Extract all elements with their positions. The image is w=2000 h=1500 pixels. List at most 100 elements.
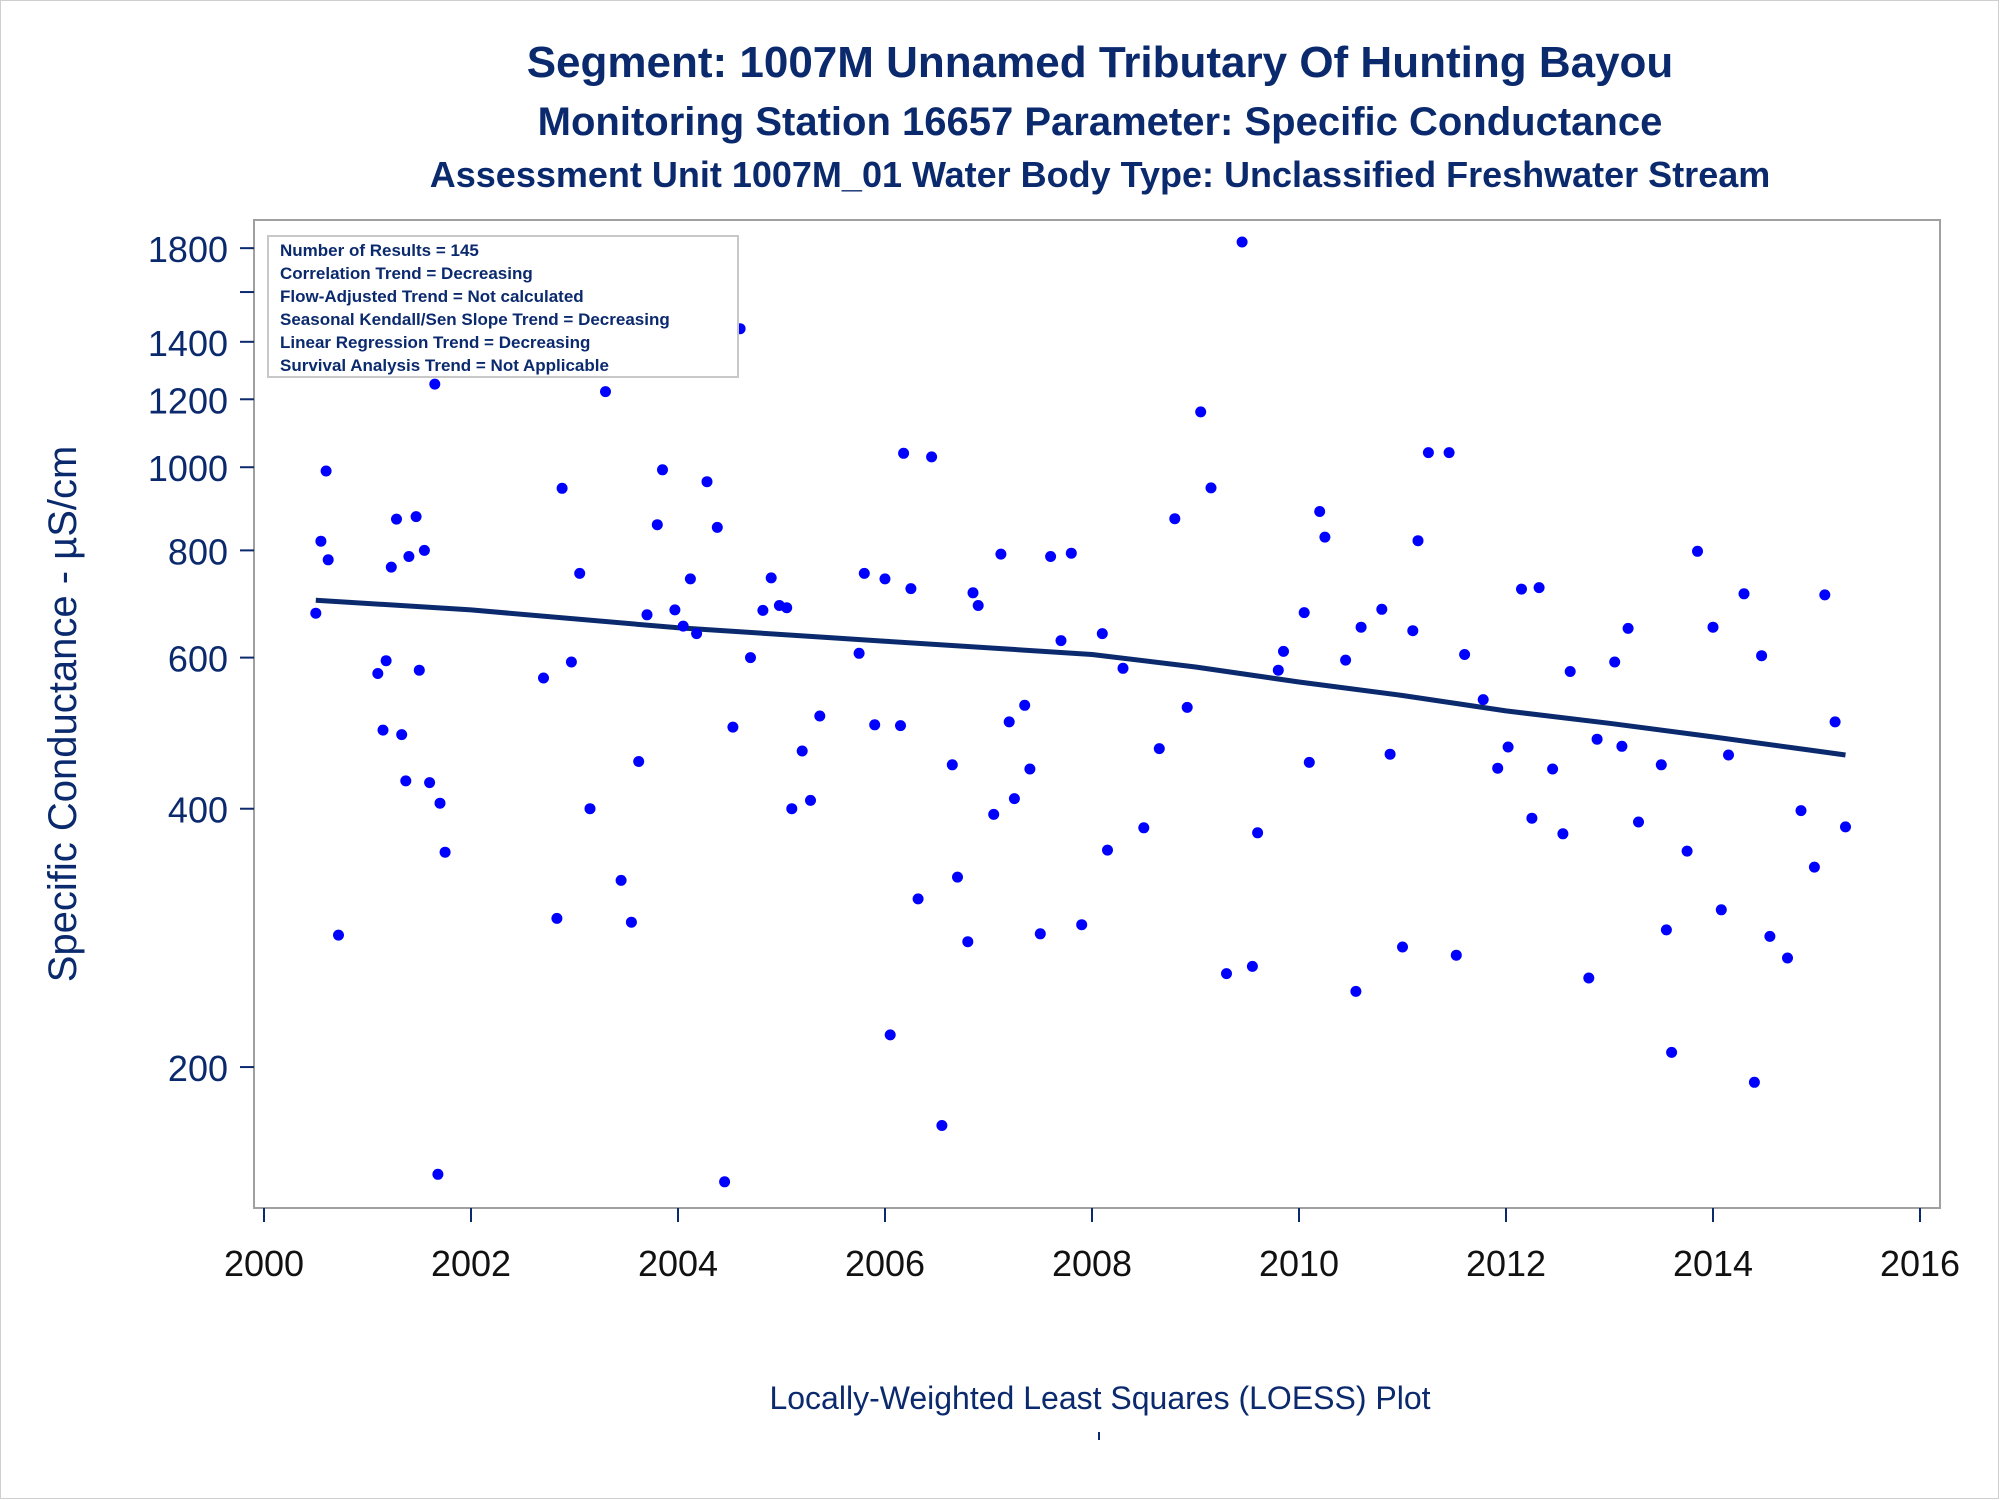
- data-point: [898, 447, 910, 459]
- data-point: [1096, 628, 1108, 640]
- y-tick-label: 800: [168, 531, 228, 572]
- chart-subtitle: Monitoring Station 16657 Parameter: Spec…: [537, 100, 1663, 144]
- data-point: [1666, 1046, 1678, 1058]
- trend-summary-frame: [267, 235, 739, 378]
- data-point: [633, 756, 645, 767]
- x-tick-label: 2016: [1880, 1243, 1960, 1284]
- data-point: [853, 647, 865, 659]
- data-point: [1055, 635, 1067, 647]
- data-point: [391, 513, 402, 525]
- data-point: [995, 548, 1007, 560]
- data-point: [413, 664, 425, 676]
- y-tick-label: 600: [168, 639, 228, 680]
- x-tick-label: 2010: [1259, 1243, 1339, 1284]
- data-point: [1384, 748, 1396, 760]
- data-point: [1547, 763, 1559, 775]
- x-tick-label: 2006: [845, 1243, 925, 1284]
- data-point: [1681, 845, 1693, 857]
- data-point: [905, 583, 917, 595]
- data-point: [320, 465, 332, 477]
- data-point: [434, 797, 446, 809]
- data-point: [1298, 607, 1310, 619]
- data-point: [538, 672, 549, 684]
- data-point: [1715, 904, 1727, 916]
- data-point: [1819, 589, 1831, 601]
- data-point: [858, 567, 870, 579]
- data-point: [372, 668, 384, 679]
- data-point: [615, 874, 627, 886]
- data-point: [410, 511, 422, 523]
- chart-title: Segment: 1007M Unnamed Tributary Of Hunt…: [526, 38, 1674, 87]
- x-axis: 2000 2002 2004 2006 2008 2010 2012 2014 2016: [224, 1208, 1960, 1284]
- data-point: [967, 587, 979, 599]
- data-point: [1764, 930, 1776, 942]
- data-point: [1205, 482, 1217, 494]
- x-tick-label: 2012: [1466, 1243, 1546, 1284]
- data-point: [786, 803, 798, 815]
- data-point: [1045, 551, 1057, 562]
- data-point: [869, 719, 881, 731]
- data-point: [745, 652, 756, 664]
- data-point: [1153, 743, 1165, 755]
- data-point: [1748, 1076, 1760, 1088]
- trend-summary-line: Flow-Adjusted Trend = Not calculated: [280, 287, 584, 306]
- trend-summary-box: Number of Results = 145 Correlation Trend…: [267, 235, 739, 378]
- data-point: [432, 1168, 444, 1180]
- data-point: [1319, 531, 1331, 543]
- data-point: [719, 1176, 731, 1188]
- data-point: [962, 936, 974, 948]
- data-point: [1181, 701, 1193, 713]
- data-point: [1065, 547, 1077, 559]
- data-point: [1516, 583, 1527, 595]
- data-point: [757, 604, 769, 616]
- trend-summary-line: Seasonal Kendall/Sen Slope Trend = Decre…: [280, 310, 670, 329]
- data-point: [1169, 513, 1181, 525]
- data-point: [1738, 588, 1750, 600]
- data-point: [684, 573, 696, 585]
- data-point: [1278, 645, 1289, 657]
- data-point: [677, 620, 689, 632]
- data-point: [952, 871, 963, 883]
- data-point: [946, 759, 958, 771]
- data-point: [1117, 662, 1129, 674]
- data-point: [988, 808, 1000, 820]
- data-point: [1591, 733, 1603, 745]
- data-point: [879, 573, 891, 585]
- data-point: [584, 803, 596, 815]
- data-point: [1024, 763, 1036, 775]
- data-point: [600, 386, 611, 398]
- data-point: [556, 482, 568, 494]
- data-point: [565, 656, 577, 668]
- data-point: [1707, 621, 1719, 633]
- data-point: [574, 567, 586, 579]
- y-tick-label: 200: [168, 1048, 228, 1089]
- plot-area: [253, 219, 1941, 1209]
- y-tick-label: 1800: [148, 229, 228, 270]
- data-point: [424, 777, 436, 789]
- data-point: [1564, 666, 1576, 677]
- y-tick-label: 400: [168, 790, 228, 831]
- data-point: [1782, 952, 1793, 964]
- data-point: [1246, 960, 1258, 972]
- data-point: [1340, 654, 1352, 666]
- data-point: [380, 655, 392, 667]
- data-point: [1355, 621, 1367, 633]
- data-point: [1252, 827, 1264, 839]
- data-point: [1412, 535, 1424, 547]
- data-point: [1236, 236, 1248, 248]
- data-point: [439, 846, 451, 858]
- x-tick-label: 2000: [224, 1243, 304, 1284]
- data-point: [926, 451, 938, 463]
- chart-subtitle-2: Assessment Unit 1007M_01 Water Body Type…: [429, 154, 1771, 195]
- data-point: [884, 1029, 896, 1041]
- data-point: [418, 544, 430, 556]
- data-point: [641, 609, 653, 621]
- data-point: [429, 378, 441, 390]
- data-point: [1692, 545, 1703, 557]
- data-point: [1477, 694, 1489, 706]
- y-axis-label: Specific Conductance - µS/cm: [41, 446, 85, 983]
- data-point: [1450, 949, 1462, 961]
- data-point: [1492, 762, 1504, 774]
- y-axis: 200 400 600 800 1000 1200 1400 1800: [148, 229, 254, 1089]
- data-point: [1723, 749, 1734, 761]
